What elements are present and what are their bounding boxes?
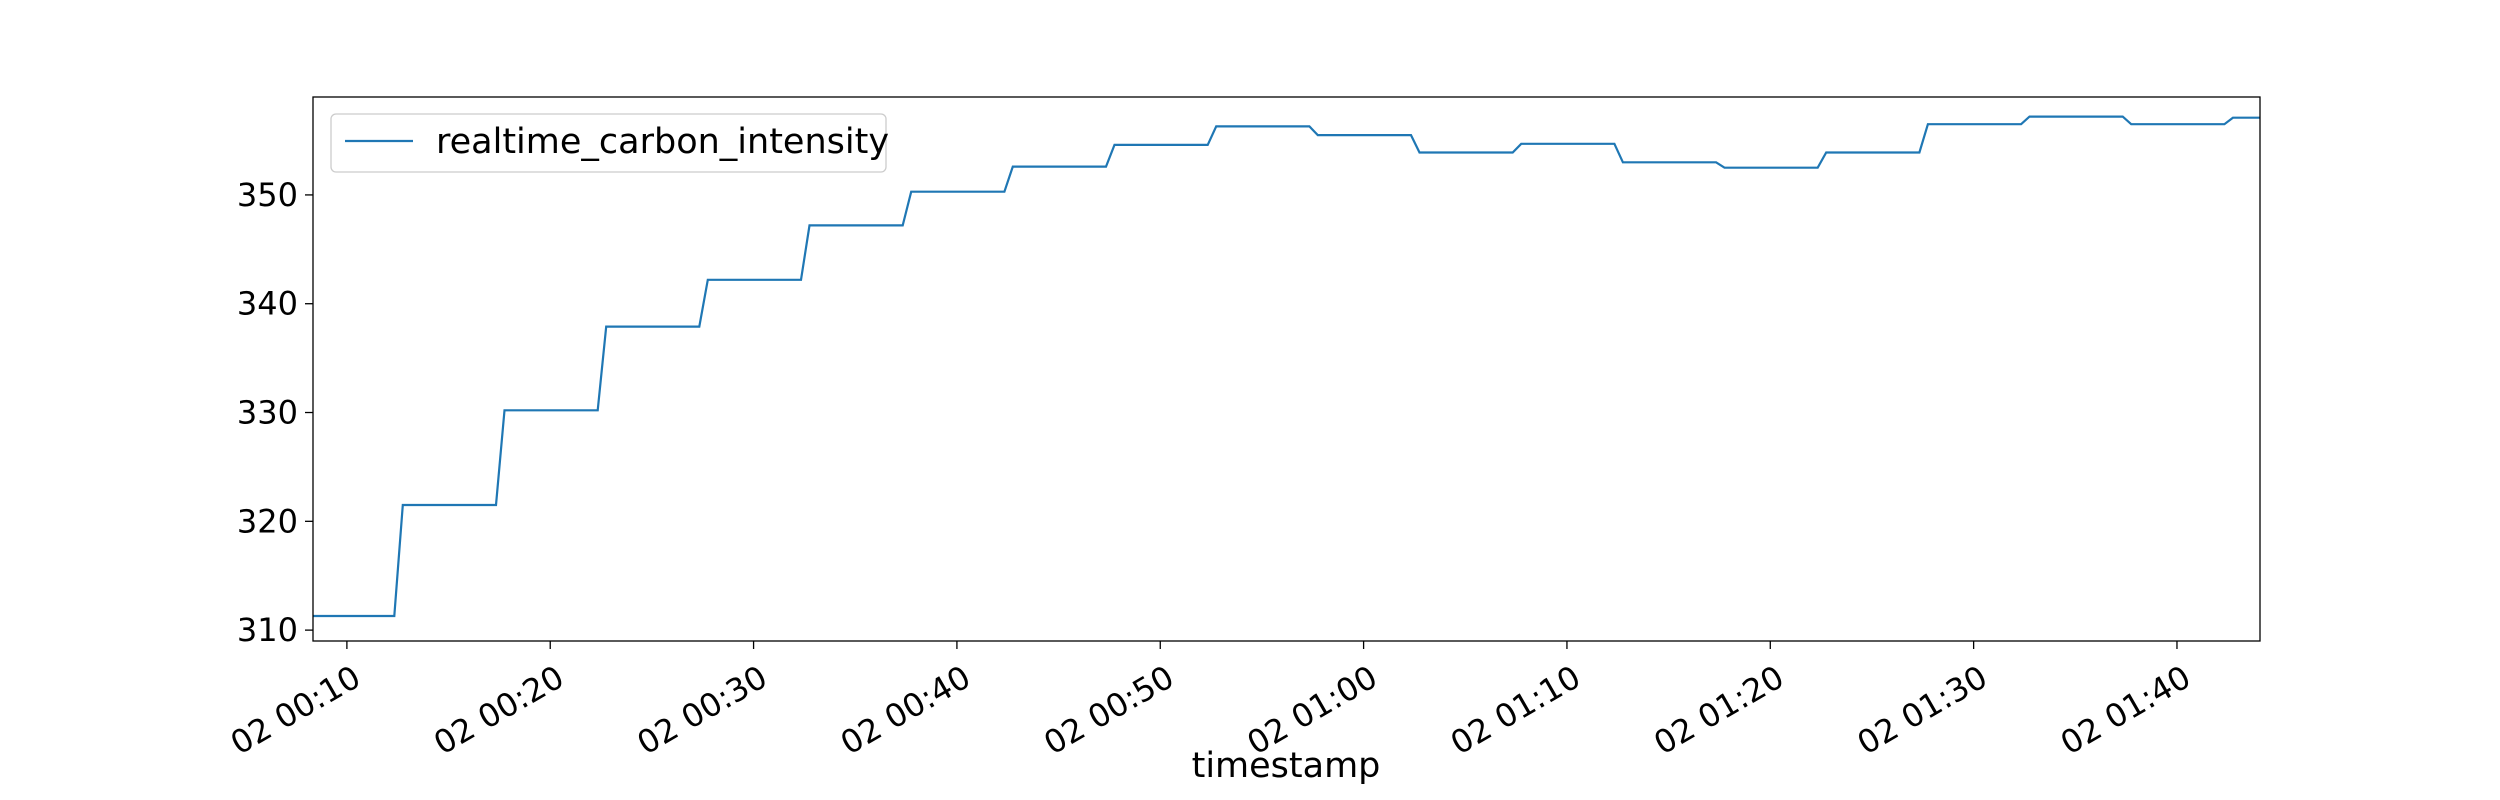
series-line [313, 115, 2260, 618]
legend-box [330, 113, 887, 173]
x-axis-title: timestamp [1192, 746, 1381, 786]
plot-area [313, 97, 2260, 641]
y-tick-label: 320 [237, 502, 298, 540]
y-tick-label: 330 [237, 394, 298, 432]
y-tick-label: 310 [237, 611, 298, 649]
y-tick-label: 340 [237, 285, 298, 323]
y-tick-label: 350 [237, 176, 298, 214]
legend: realtime_carbon_intensity [330, 113, 889, 173]
legend-label: realtime_carbon_intensity [436, 122, 889, 162]
plot-frame [312, 96, 2261, 642]
y-axis: 310 320 330 340 350 [237, 176, 313, 649]
